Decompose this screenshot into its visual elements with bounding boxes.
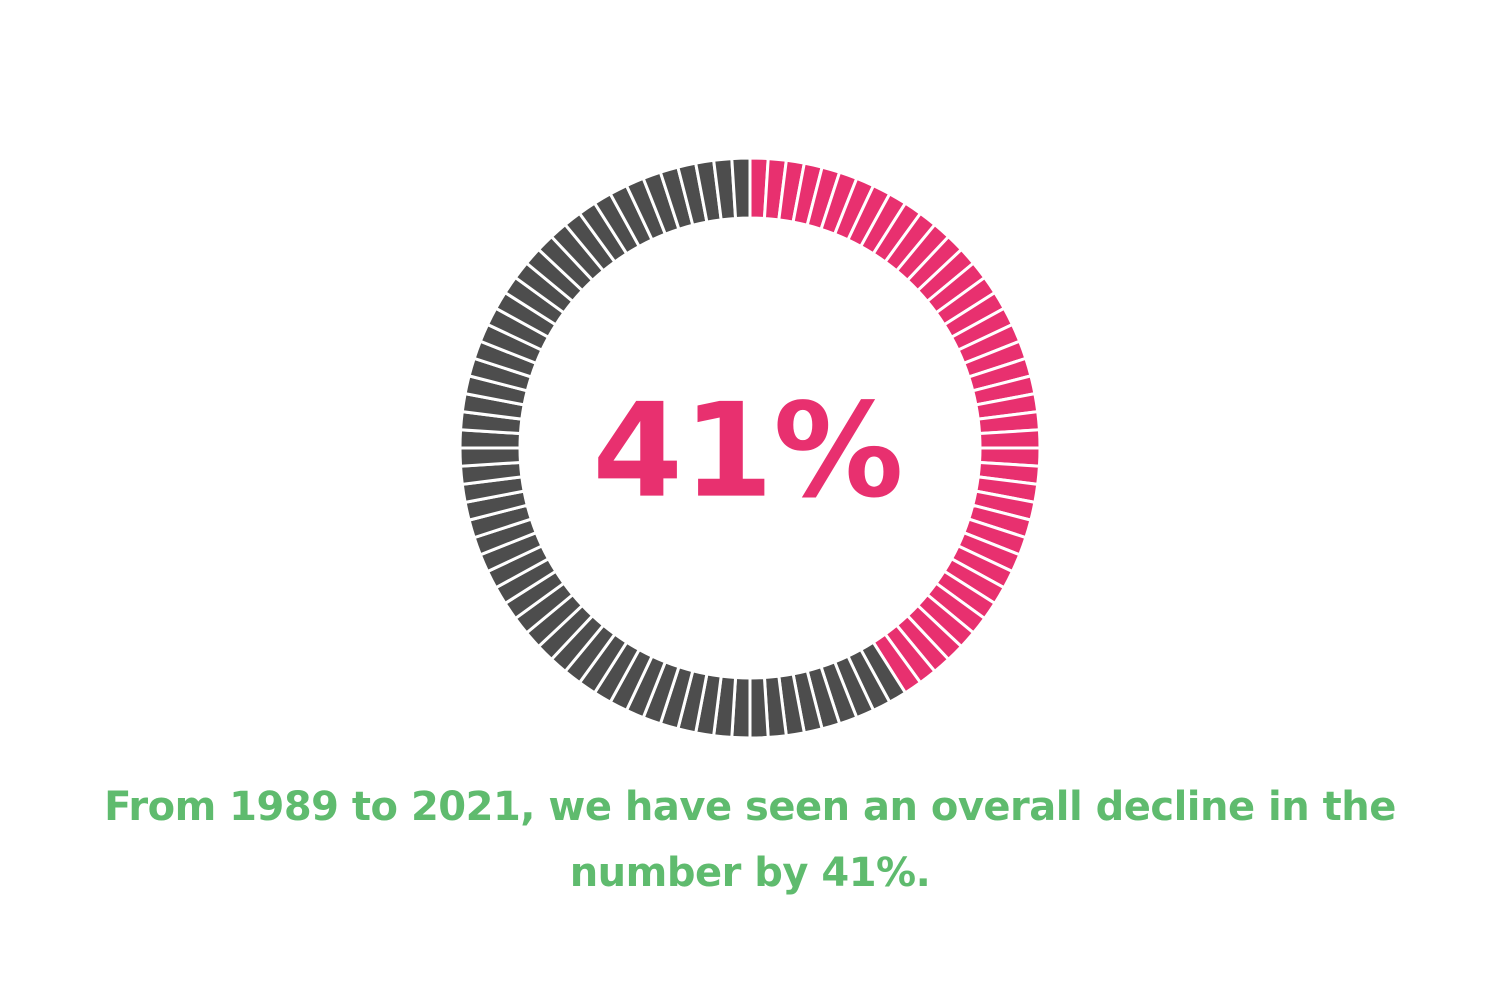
value-segment	[977, 428, 1042, 450]
chart: 41%	[458, 156, 1042, 740]
rest-segment	[458, 446, 523, 468]
rest-segment	[730, 156, 752, 221]
rest-segment	[748, 675, 770, 740]
value-label: 41%	[592, 375, 903, 527]
caption: From 1989 to 2021, we have seen an overa…	[104, 784, 1396, 896]
